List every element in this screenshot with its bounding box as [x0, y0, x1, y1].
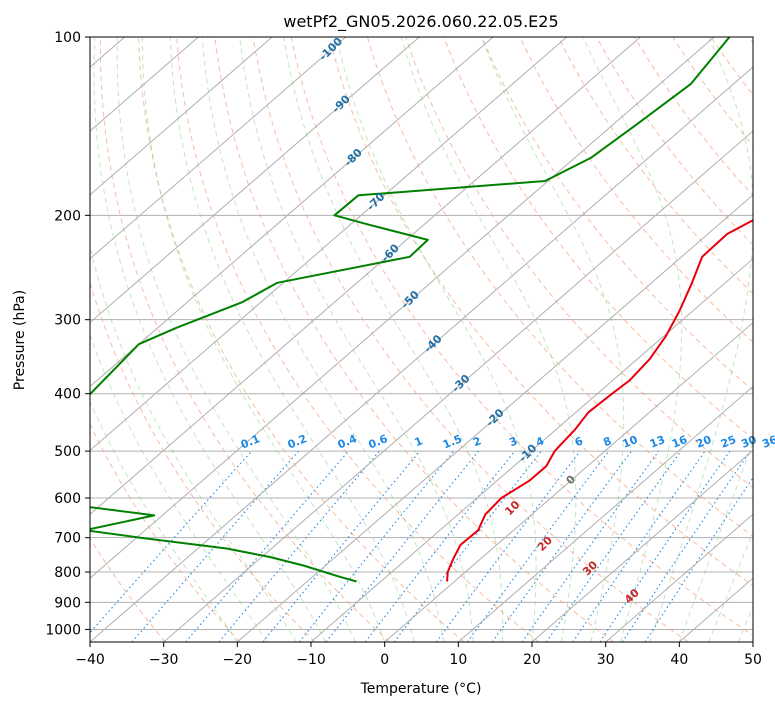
y-axis: 100 200 300 400 500 600 700 800 900 1000: [45, 30, 90, 638]
y-tick-label: 700: [54, 531, 81, 547]
x-tick-label: 10: [449, 652, 467, 668]
moist-adiabats: [90, 37, 753, 642]
y-tick-label: 300: [54, 313, 81, 329]
x-tick-label: 50: [744, 652, 762, 668]
isotherm-line: [457, 385, 753, 642]
dry-adiabats: [90, 37, 753, 642]
dry-adiabat: [481, 37, 753, 392]
y-tick-label: 100: [54, 30, 81, 46]
mixing-ratio-label: 36: [760, 433, 775, 451]
isotherm-line: [531, 449, 753, 642]
moist-adiabat: [400, 37, 577, 642]
dry-adiabat: [214, 37, 614, 642]
x-tick-label: 20: [523, 652, 541, 668]
mixing-ratio-line: [467, 450, 610, 642]
isotherm-line: [90, 37, 494, 388]
isotherm-line: [90, 37, 641, 515]
mixing-ratio-label: 8: [601, 434, 613, 449]
x-tick-label: −20: [223, 652, 253, 668]
mixing-ratio-line: [491, 450, 632, 642]
moist-adiabat: [336, 37, 537, 642]
moist-adiabat: [481, 37, 625, 642]
isotherm-line: [90, 37, 420, 324]
moist-adiabat: [201, 37, 445, 642]
mixing-ratio-line: [545, 450, 682, 642]
dry-adiabat: [90, 423, 241, 642]
isotherm-line: [236, 194, 753, 642]
moist-adiabat: [90, 244, 297, 642]
mixing-ratio-line: [325, 450, 479, 642]
dewpoint-profile: [90, 37, 731, 583]
x-tick-label: −40: [75, 652, 105, 668]
isotherm-line: [90, 37, 568, 452]
isotherm-line: [310, 258, 753, 642]
chart-title: wetPf2_GN05.2026.060.22.05.E25: [283, 12, 558, 32]
dry-adiabat: [252, 37, 689, 642]
mixing-ratio-label: 25: [719, 433, 738, 451]
x-axis: −40 −30 −20 −10 0 10 20 30 40 50: [75, 642, 762, 668]
moist-adiabat: [239, 37, 474, 642]
mixing-ratio-line: [435, 450, 581, 642]
moist-adiabat: [116, 37, 356, 642]
y-tick-label: 400: [54, 387, 81, 403]
moist-adiabat: [649, 37, 753, 642]
y-tick-label: 900: [54, 595, 81, 611]
moist-adiabat: [141, 37, 386, 642]
x-tick-label: −10: [296, 652, 326, 668]
mixing-ratio-line: [298, 450, 455, 642]
skewed-isotherms: [90, 37, 753, 642]
y-axis-label: Pressure (hPa): [12, 290, 28, 390]
mixing-ratio-label: 20: [694, 433, 713, 451]
mixing-ratio-label: 30: [739, 433, 758, 451]
moist-adiabat: [283, 37, 504, 642]
mixing-ratio-label: 13: [648, 433, 667, 451]
mixing-ratio-label: 3: [507, 434, 519, 449]
mixing-ratio-line: [644, 476, 753, 642]
moist-adiabat: [678, 441, 753, 642]
mixing-ratio-line: [90, 450, 253, 634]
dry-adiabat: [290, 37, 753, 636]
mixing-ratio-line: [218, 450, 380, 642]
isotherm-line: [90, 37, 347, 260]
moist-adiabat: [93, 37, 327, 642]
isotherm-line: [90, 37, 715, 579]
isotherm-line: [605, 513, 753, 642]
dry-adiabat: [176, 37, 540, 642]
dry-adiabat: [519, 37, 753, 343]
y-tick-label: 800: [54, 565, 81, 581]
y-tick-label: 600: [54, 491, 81, 507]
mixing-ratio-line: [262, 450, 421, 642]
dry-adiabat: [99, 37, 390, 642]
temperature-profile: [446, 219, 753, 582]
mixing-ratio-label: 2: [471, 434, 483, 449]
plot-frame: [89, 36, 754, 643]
x-tick-label: 30: [597, 652, 615, 668]
x-tick-label: 0: [380, 652, 389, 668]
isotherm-line: [384, 321, 753, 642]
x-tick-label: −30: [149, 652, 179, 668]
y-tick-label: 200: [54, 208, 81, 224]
moist-adiabat: [708, 531, 753, 642]
dry-adiabat: [328, 37, 753, 587]
mixing-ratio-line: [185, 450, 349, 642]
dry-adiabat: [405, 37, 753, 489]
mixing-ratio-label: 10: [621, 433, 640, 451]
x-tick-label: 40: [670, 652, 688, 668]
dry-adiabat: [138, 37, 465, 642]
mixing-ratio-label: 1: [413, 434, 425, 449]
y-tick-label: 1000: [45, 622, 81, 638]
profile-series: [90, 37, 753, 583]
isotherm-line: [90, 66, 753, 642]
isotherm-line: [90, 37, 273, 196]
mixing-ratio-lines: [90, 450, 753, 642]
x-axis-label: Temperature (°C): [360, 681, 482, 697]
y-tick-label: 500: [54, 444, 81, 460]
mixing-ratio-label: 16: [670, 433, 689, 451]
isotherm-line: [163, 130, 753, 642]
